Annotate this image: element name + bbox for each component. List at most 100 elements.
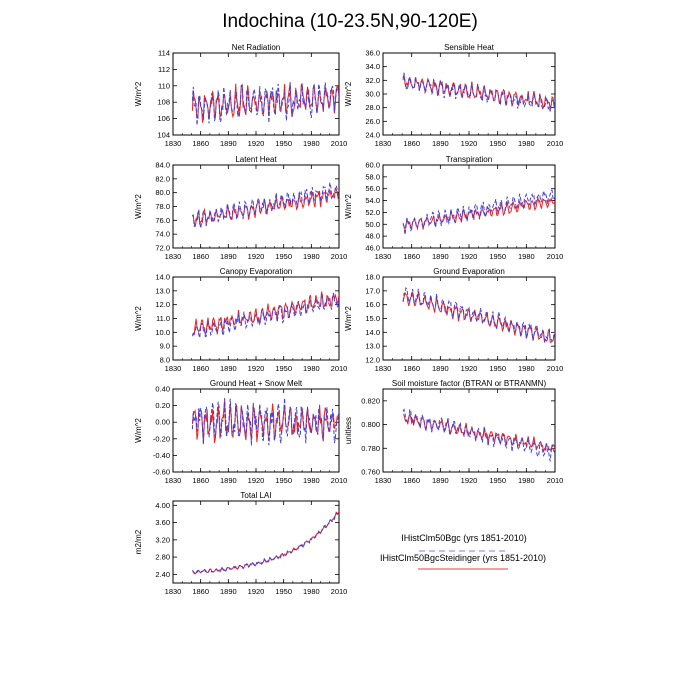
- x-tick-label: 1920: [461, 476, 478, 485]
- x-tick-label: 2010: [547, 252, 564, 261]
- x-tick-label: 1890: [220, 587, 237, 596]
- panel-title: Canopy Evaporation: [220, 267, 293, 276]
- panel-2: Sensible Heat 1830 1860 1890 1920 1950 1980 201…: [344, 43, 563, 148]
- series-line-bgc: [192, 182, 339, 229]
- y-tick-label: 32.0: [365, 76, 380, 85]
- y-tick-label: 0.800: [361, 420, 380, 429]
- y-tick-label: 104: [157, 131, 170, 140]
- y-tick-label: 11.0: [156, 314, 170, 323]
- y-tick-label: 4.00: [155, 501, 170, 510]
- panel-9: Total LAI 1830 1860 1890 1920 1950 1980 2010 2.4…: [134, 491, 347, 596]
- y-tick-label: 76.0: [155, 216, 170, 225]
- x-tick-label: 1980: [303, 139, 320, 148]
- x-tick-label: 1950: [275, 587, 292, 596]
- y-tick-label: 56.0: [365, 184, 380, 193]
- y-tick-label: 82.0: [155, 174, 170, 183]
- y-tick-label: 0.40: [155, 385, 170, 394]
- y-tick-label: -0.60: [153, 468, 170, 477]
- panel-4: Transpiration 1830 1860 1890 1920 1950 1980 201…: [344, 155, 563, 261]
- y-axis-label: W/m^2: [344, 194, 353, 219]
- y-tick-label: 58.0: [365, 172, 380, 181]
- y-tick-label: -0.20: [153, 434, 170, 443]
- series-line-bgc: [191, 82, 339, 126]
- y-tick-label: 2.40: [155, 570, 170, 579]
- y-tick-label: 14.0: [365, 328, 380, 337]
- legend-label-1: IHistClm50Bgc (yrs 1851-2010): [401, 533, 527, 543]
- panel-8: Soil moisture factor (BTRAN or BTRANMN) 1…: [344, 379, 563, 485]
- panel-title: Net Radiation: [232, 43, 280, 52]
- x-tick-label: 1980: [518, 252, 535, 261]
- x-tick-label: 2010: [547, 139, 564, 148]
- x-tick-label: 1980: [518, 364, 535, 373]
- x-tick-label: 1890: [432, 139, 449, 148]
- x-tick-label: 1890: [220, 364, 237, 373]
- figure-title: Indochina (10-23.5N,90-120E): [222, 11, 478, 32]
- panel-5: Canopy Evaporation 1830 1860 1890 1920 1950 19…: [134, 267, 347, 373]
- y-tick-label: 12.0: [155, 300, 170, 309]
- y-tick-label: 50.0: [365, 220, 380, 229]
- x-tick-label: 1950: [275, 252, 292, 261]
- series-line-steidinger: [402, 291, 555, 343]
- y-tick-label: 106: [157, 114, 170, 123]
- x-tick-label: 2010: [331, 587, 348, 596]
- y-tick-label: 72.0: [155, 244, 170, 253]
- y-tick-label: 0.820: [361, 396, 380, 405]
- x-tick-label: 1980: [518, 476, 535, 485]
- x-tick-label: 1920: [461, 364, 478, 373]
- x-tick-label: 1950: [489, 364, 506, 373]
- x-tick-label: 2010: [331, 364, 348, 373]
- y-tick-label: 60.0: [365, 161, 380, 170]
- x-tick-label: 1860: [192, 364, 209, 373]
- x-tick-label: 1890: [432, 364, 449, 373]
- x-tick-label: 1980: [303, 252, 320, 261]
- x-tick-label: 1830: [165, 364, 182, 373]
- x-tick-label: 1920: [248, 587, 265, 596]
- y-axis-label: W/m^2: [344, 81, 353, 106]
- y-axis-label: W/m^2: [134, 418, 143, 443]
- panel-title: Ground Evaporation: [433, 267, 505, 276]
- y-tick-label: 108: [157, 98, 170, 107]
- x-tick-label: 1860: [192, 476, 209, 485]
- panel-7: Ground Heat + Snow Melt 1830 1860 1890 1920 1…: [134, 379, 347, 485]
- x-tick-label: 2010: [331, 139, 348, 148]
- x-tick-label: 1860: [192, 139, 209, 148]
- series-line-bgc: [192, 292, 339, 338]
- legend: IHistClm50Bgc (yrs 1851-2010) IHistClm50…: [380, 533, 546, 570]
- x-tick-label: 1950: [275, 364, 292, 373]
- y-tick-label: 78.0: [155, 202, 170, 211]
- y-axis-label: W/m^2: [134, 194, 143, 219]
- y-tick-label: 0.780: [361, 444, 380, 453]
- x-tick-label: 1980: [303, 587, 320, 596]
- x-tick-label: 1890: [432, 252, 449, 261]
- y-tick-label: 110: [158, 81, 170, 90]
- x-tick-label: 1950: [489, 139, 506, 148]
- y-tick-label: 14.0: [155, 273, 170, 282]
- y-tick-label: 16.0: [365, 300, 380, 309]
- x-tick-label: 1950: [275, 476, 292, 485]
- y-tick-label: 26.0: [365, 117, 380, 126]
- y-tick-label: 34.0: [365, 62, 380, 71]
- x-tick-label: 1830: [375, 364, 392, 373]
- y-tick-label: 30.0: [365, 90, 380, 99]
- x-tick-label: 2010: [331, 252, 348, 261]
- y-axis-label: unitless: [344, 417, 353, 444]
- x-tick-label: 1950: [489, 476, 506, 485]
- y-tick-label: 3.20: [155, 535, 170, 544]
- x-tick-label: 1920: [461, 139, 478, 148]
- x-tick-label: 1950: [275, 139, 292, 148]
- y-tick-label: 0.760: [361, 468, 380, 477]
- y-axis-label: W/m^2: [134, 81, 143, 106]
- x-tick-label: 1830: [165, 139, 182, 148]
- y-tick-label: 114: [158, 49, 170, 58]
- x-tick-label: 1860: [403, 364, 420, 373]
- y-tick-label: 80.0: [155, 188, 170, 197]
- series-line-bgc: [191, 398, 339, 446]
- x-tick-label: 1860: [192, 252, 209, 261]
- x-tick-label: 1830: [165, 476, 182, 485]
- panel-6: Ground Evaporation 1830 1860 1890 1920 1950 19…: [344, 267, 563, 373]
- x-tick-label: 1860: [403, 139, 420, 148]
- series-line-bgc: [402, 189, 555, 235]
- y-tick-label: 13.0: [155, 286, 170, 295]
- y-tick-label: 54.0: [365, 196, 380, 205]
- x-tick-label: 1830: [375, 476, 392, 485]
